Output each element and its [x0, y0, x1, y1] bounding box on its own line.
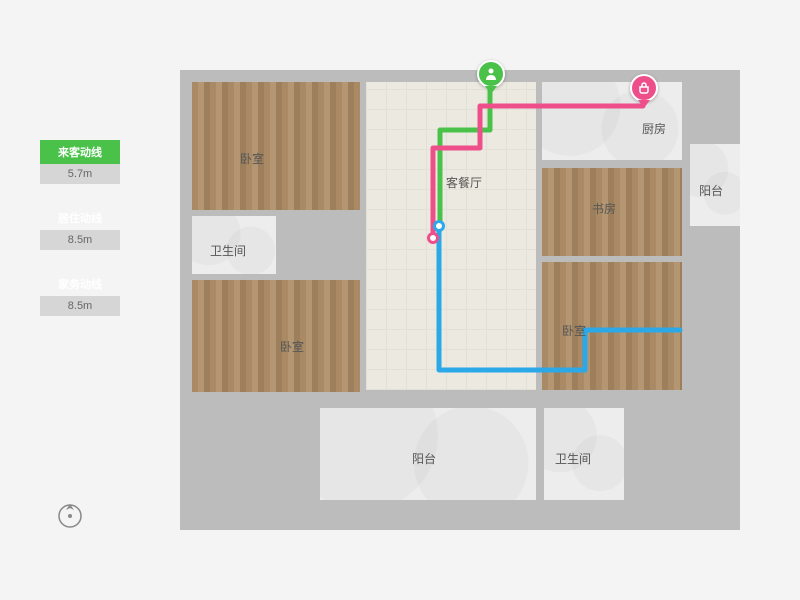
room-bedroom2 [192, 280, 360, 392]
pot-icon [630, 74, 658, 102]
room-study [542, 168, 682, 256]
room-bedroom1 [192, 82, 360, 210]
pin-house-pin [630, 74, 658, 110]
legend-value-housework: 8.5m [40, 296, 120, 316]
flow-dot-house-dot [427, 232, 439, 244]
person-icon [477, 60, 505, 88]
pin-guest-pin [477, 60, 505, 96]
room-bath1 [192, 216, 276, 274]
legend-item-housework: 家务动线 8.5m [40, 272, 120, 316]
room-living [366, 82, 536, 390]
room-bath2 [544, 408, 624, 500]
legend-title-housework: 家务动线 [40, 272, 120, 296]
compass-icon [56, 502, 84, 530]
room-kitchen [542, 82, 682, 160]
room-balcony2 [690, 144, 740, 226]
floor-plan: 卧室客餐厅厨房阳台书房卫生间卧室卧室阳台卫生间 [180, 70, 740, 530]
legend-title-guest: 来客动线 [40, 140, 120, 164]
legend: 来客动线 5.7m 居住动线 8.5m 家务动线 8.5m [40, 140, 120, 338]
legend-value-living: 8.5m [40, 230, 120, 250]
legend-value-guest: 5.7m [40, 164, 120, 184]
room-bedroom3 [542, 262, 682, 390]
legend-title-living: 居住动线 [40, 206, 120, 230]
room-balcony1 [320, 408, 536, 500]
flow-dot-living-dot [433, 220, 445, 232]
legend-item-guest: 来客动线 5.7m [40, 140, 120, 184]
legend-item-living: 居住动线 8.5m [40, 206, 120, 250]
